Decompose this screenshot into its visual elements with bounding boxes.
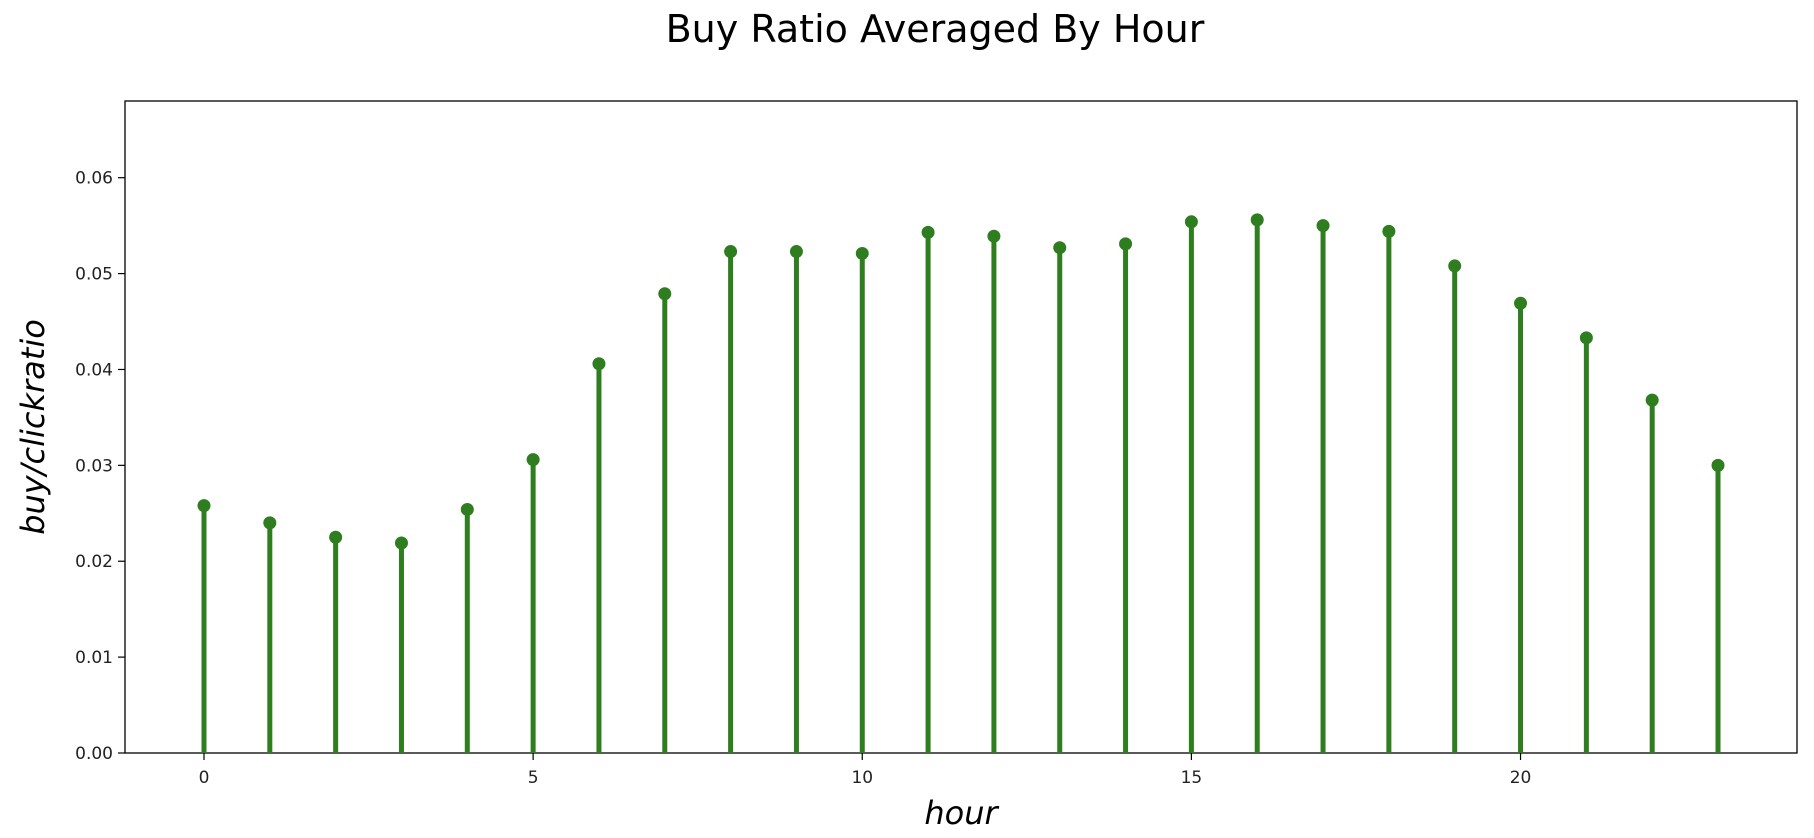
plot-area-frame (124, 100, 1798, 754)
stem-marker (987, 229, 1001, 243)
x-axis-ticks: 0 5 10 15 20 (199, 753, 1532, 788)
stem-marker (1579, 331, 1593, 345)
stem-marker (263, 516, 277, 530)
y-tick-label: 0.06 (75, 169, 113, 189)
stem-marker (789, 245, 803, 259)
stem-marker (855, 246, 869, 260)
x-tick-label: 5 (528, 768, 539, 788)
stem-marker (460, 502, 474, 516)
stem-marker (1382, 224, 1396, 238)
y-tick-label: 0.03 (75, 456, 113, 476)
stem-marker (921, 225, 935, 239)
stem-marker (526, 453, 540, 467)
stem-marker (1053, 241, 1067, 255)
x-tick-label: 0 (199, 768, 210, 788)
stem-marker (1711, 458, 1725, 472)
x-tick-label: 15 (1181, 768, 1203, 788)
stem-marker (1184, 215, 1198, 229)
y-axis-label: buy/clickratio (14, 319, 52, 535)
y-tick-label: 0.02 (75, 552, 113, 572)
stem-marker (394, 536, 408, 550)
stem-marker (658, 287, 672, 301)
stem-marker (592, 357, 606, 371)
y-tick-label: 0.04 (75, 360, 113, 380)
y-axis-ticks: 0.00 0.01 0.02 0.03 0.04 0.05 0.06 (75, 169, 125, 764)
stems (197, 213, 1725, 753)
stem-marker (1645, 393, 1659, 407)
chart-title: Buy Ratio Averaged By Hour (666, 7, 1205, 51)
y-tick-label: 0.00 (75, 744, 113, 764)
y-tick-label: 0.05 (75, 265, 113, 285)
stem-marker (1514, 296, 1528, 310)
stem-marker (724, 245, 738, 259)
stem-marker (197, 499, 211, 513)
y-tick-label: 0.01 (75, 648, 113, 668)
stem-marker (1448, 259, 1462, 273)
stem-marker (1250, 213, 1264, 227)
x-axis-label: hour (924, 794, 999, 832)
stem-marker (329, 530, 343, 544)
x-tick-label: 10 (851, 768, 873, 788)
x-tick-label: 20 (1510, 768, 1532, 788)
stem-marker (1316, 219, 1330, 233)
stem-marker (1119, 237, 1133, 251)
